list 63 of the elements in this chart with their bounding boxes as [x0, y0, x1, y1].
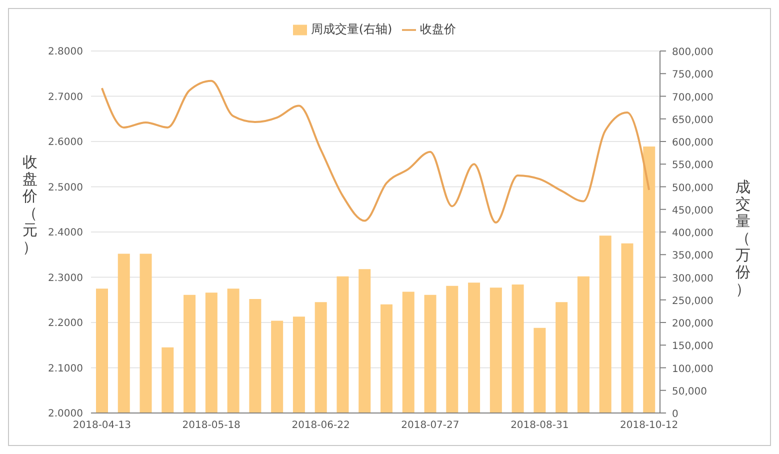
bar [162, 347, 174, 413]
y2-tick-label: 500,000 [672, 182, 714, 194]
bar [424, 294, 436, 413]
bar [512, 284, 524, 413]
x-tick-label: 2018-08-31 [510, 420, 569, 432]
y-tick-label: 2.4000 [48, 228, 83, 239]
bar [336, 276, 349, 413]
bar [118, 254, 130, 413]
bar [402, 292, 414, 413]
y-tick-label: 2.7000 [48, 92, 83, 103]
bar [643, 146, 656, 413]
bar [292, 316, 305, 413]
x-tick-label: 2018-05-18 [182, 420, 240, 432]
y-axis-title: 收盘价（元） [22, 153, 38, 256]
y2-tick-label: 800,000 [672, 47, 714, 58]
bar [205, 292, 218, 413]
y2-tick-label: 50,000 [672, 386, 707, 398]
bar [534, 328, 546, 413]
y2-tick-label: 0 [672, 409, 678, 420]
bar [446, 286, 458, 413]
y-tick-label: 2.3000 [48, 272, 83, 284]
y2-tick-label: 600,000 [672, 138, 714, 148]
bar [556, 302, 568, 413]
y2-tick-label: 400,000 [672, 228, 714, 239]
bar [140, 254, 152, 413]
bar [621, 243, 634, 413]
bar [96, 288, 108, 413]
y2-tick-label: 450,000 [672, 205, 714, 216]
y2-axis-title: 成交量（万份） [734, 178, 752, 298]
x-tick-label: 2018-06-22 [292, 420, 350, 432]
y2-tick-label: 650,000 [672, 114, 714, 126]
bar [577, 276, 590, 413]
x-tick-label: 2018-04-13 [72, 420, 132, 432]
y-tick-label: 2.2000 [48, 318, 83, 330]
y-tick-label: 2.0000 [48, 408, 83, 420]
legend-label: 周成交量(右轴) [310, 22, 392, 36]
y2-tick-label: 550,000 [672, 160, 714, 172]
bar [358, 269, 371, 413]
y2-tick-label: 700,000 [672, 92, 714, 104]
bar [227, 288, 240, 413]
y-tick-label: 2.1000 [48, 363, 83, 374]
y-tick-label: 2.5000 [48, 182, 83, 194]
y2-tick-label: 250,000 [672, 296, 714, 307]
bar [380, 304, 392, 413]
bar [249, 298, 262, 413]
y2-tick-label: 200,000 [672, 318, 714, 330]
y2-tick-label: 350,000 [672, 250, 714, 262]
bar [314, 302, 327, 413]
bar [271, 320, 284, 413]
x-tick-label: 2018-10-12 [620, 420, 678, 432]
x-tick-label: 2018-07-27 [401, 420, 460, 432]
y-tick-label: 2.8000 [48, 46, 83, 58]
y-tick-label: 2.6000 [48, 137, 83, 148]
bar [184, 294, 196, 413]
legend-label: 收盘价 [420, 22, 456, 36]
y2-tick-label: 300,000 [672, 273, 714, 284]
line-series [100, 80, 650, 224]
bar [490, 288, 502, 413]
y2-tick-label: 100,000 [672, 364, 714, 375]
y2-tick-label: 150,000 [672, 341, 714, 352]
y2-tick-label: 750,000 [672, 70, 714, 81]
bar [599, 236, 612, 413]
bar [468, 282, 480, 413]
